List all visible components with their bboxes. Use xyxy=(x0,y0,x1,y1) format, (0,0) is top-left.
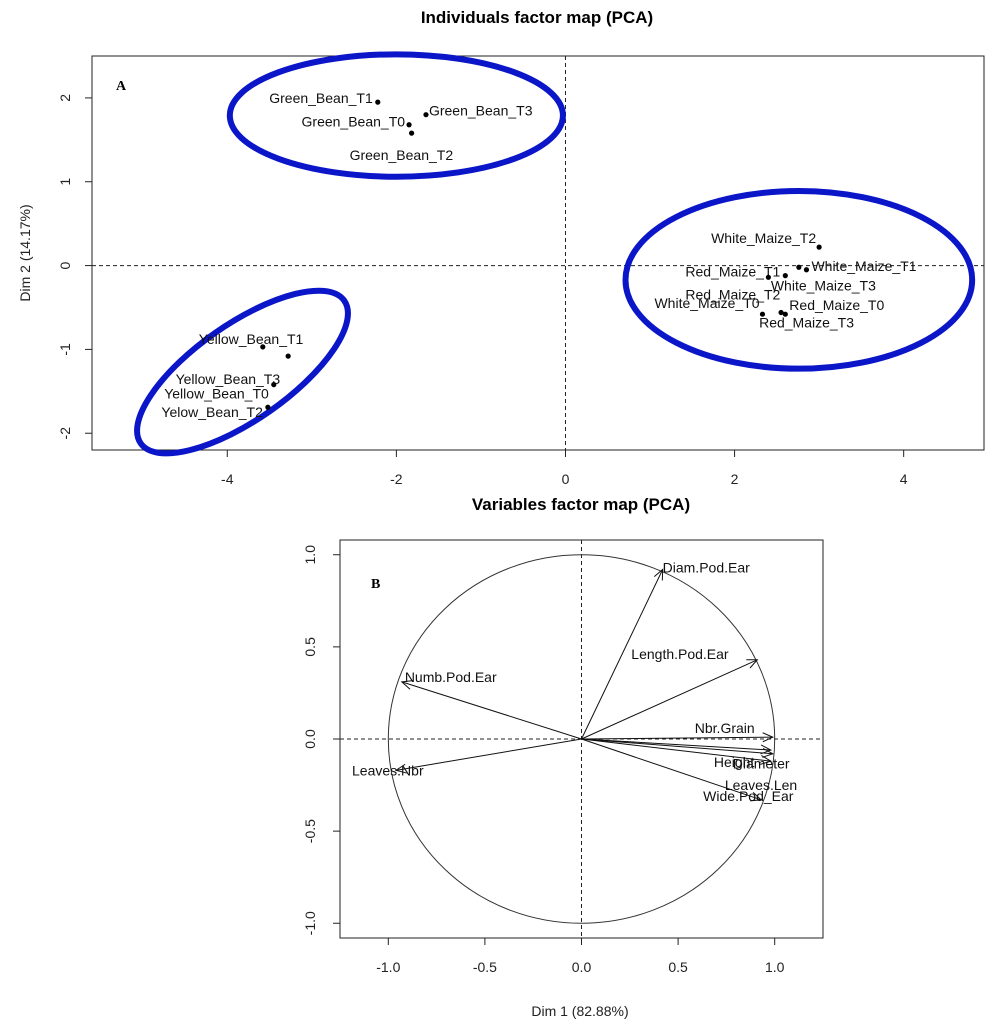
point-label: White_Maize_T3 xyxy=(771,277,876,293)
individuals-plot-frame xyxy=(91,55,985,451)
variable-label: Leaves.Len xyxy=(725,777,797,793)
arrow-head xyxy=(394,763,407,774)
variables-xlabel: Dim 1 (82.88%) xyxy=(531,1003,628,1019)
variable-label: Wide.Pod_Ear xyxy=(703,788,794,804)
y-tick-label: 0.0 xyxy=(302,729,318,749)
y-tick-label: -2 xyxy=(57,427,73,440)
y-tick-label: -1.0 xyxy=(302,911,318,935)
x-tick-label: -2 xyxy=(390,471,403,487)
variable-label: Diam.Pod.Ear xyxy=(663,559,750,575)
variable-arrow xyxy=(395,738,582,771)
x-tick-label: 4 xyxy=(900,471,908,487)
point-label: Red_Maize_T2 xyxy=(685,286,780,302)
panel-label-a: A xyxy=(116,79,127,94)
point-label: Green_Bean_T1 xyxy=(269,90,373,106)
y-tick-label: 0.5 xyxy=(302,637,318,657)
individuals-reference-lines xyxy=(92,56,984,450)
individual-points: Green_Bean_T1 Green_Bean_T0 Green_Bean_T3 G… xyxy=(161,90,916,420)
variable-label: Leaves.Nbr xyxy=(352,762,424,778)
variables-plot: Variables factor map (PCA) B -1.0 -0.5 0.0… xyxy=(302,495,824,1019)
x-tick-label: 0.5 xyxy=(668,959,688,975)
variable-arrow xyxy=(581,738,762,801)
variable-arrow xyxy=(581,738,771,762)
individual-point xyxy=(765,274,771,280)
arrow-head xyxy=(653,568,664,581)
x-tick-label: -4 xyxy=(221,471,234,487)
arrow-head xyxy=(746,659,759,669)
individual-point xyxy=(782,311,788,317)
variable-label: Nbr.Grain xyxy=(695,720,755,736)
point-label: Red_Maize_T3 xyxy=(759,315,854,331)
arrow-head xyxy=(762,732,774,743)
x-tick-label: -0.5 xyxy=(473,959,497,975)
y-tick-label: 1 xyxy=(57,178,73,186)
point-label: White_Maize_T1 xyxy=(811,258,916,274)
individuals-plot: Individuals factor map (PCA) A -4 -2 0 2 4 -2… xyxy=(17,8,985,487)
individual-point xyxy=(778,309,784,316)
variable-label: Numb.Pod.Ear xyxy=(405,669,497,685)
individual-point xyxy=(782,273,788,279)
variable-arrow xyxy=(581,659,758,740)
group-ellipse xyxy=(226,51,566,180)
variable-arrow xyxy=(401,681,582,740)
individual-point xyxy=(796,264,802,270)
individuals-ylabel: Dim 2 (14.17%) xyxy=(17,204,33,301)
x-tick-label: -1.0 xyxy=(376,959,400,975)
variables-axes: -1.0 -0.5 0.0 0.5 1.0 -1.0 -0.5 0.0 0.5 1.0 xyxy=(302,545,785,975)
individual-point xyxy=(271,382,277,388)
point-label: Yellow_Bean_T3 xyxy=(176,371,281,387)
variable-arrow xyxy=(581,569,664,740)
group-ellipses xyxy=(134,51,976,457)
x-tick-label: 0.0 xyxy=(572,959,592,975)
correlation-circle xyxy=(387,554,776,924)
point-label: Green_Bean_T2 xyxy=(350,147,454,163)
arrow-head xyxy=(750,791,763,802)
individual-point xyxy=(285,353,291,359)
point-label: Red_Maize_T1 xyxy=(685,264,780,280)
y-tick-label: 1.0 xyxy=(302,545,318,565)
individual-point xyxy=(759,311,766,317)
point-label: White_Maize_T0 xyxy=(654,295,759,311)
point-label: Red_Maize_T0 xyxy=(789,297,884,313)
arrow-head xyxy=(762,748,774,758)
variable-arrow xyxy=(581,738,773,755)
individual-point xyxy=(260,344,266,350)
individual-point xyxy=(816,244,822,250)
x-tick-label: 0 xyxy=(562,471,570,487)
y-tick-label: -1 xyxy=(57,343,73,356)
panel-label-b: B xyxy=(371,577,380,592)
individuals-axes: -4 -2 0 2 4 -2 -1 0 1 2 xyxy=(57,94,908,487)
point-label: Green_Bean_T0 xyxy=(302,114,406,130)
variable-label: Length.Pod.Ear xyxy=(631,646,729,662)
point-label: White_Maize_T2 xyxy=(711,230,816,246)
group-ellipse xyxy=(134,287,351,457)
variable-vectors: Diam.Pod.Ear Length.Pod.Ear Numb.Pod.Ear Nb… xyxy=(352,559,797,803)
point-label: Green_Bean_T3 xyxy=(429,103,533,119)
individual-point xyxy=(803,267,810,273)
y-tick-label: -0.5 xyxy=(302,819,318,843)
arrow-head xyxy=(760,755,773,765)
individual-point xyxy=(265,404,271,410)
y-tick-label: 0 xyxy=(57,261,73,269)
arrow-head xyxy=(400,680,413,690)
individuals-title: Individuals factor map (PCA) xyxy=(421,8,653,27)
individual-point xyxy=(408,130,415,136)
individual-point xyxy=(406,122,412,128)
point-label: Yellow_Bean_T0 xyxy=(164,386,269,402)
y-tick-label: 2 xyxy=(57,94,73,102)
individual-point xyxy=(375,99,381,105)
variable-arrow xyxy=(581,736,773,740)
point-label: Yelow_Bean_T2 xyxy=(161,404,263,420)
variables-title: Variables factor map (PCA) xyxy=(472,495,690,514)
group-ellipse xyxy=(622,187,976,372)
variable-arrow xyxy=(581,738,771,751)
x-tick-label: 1.0 xyxy=(765,959,785,975)
unit-circle xyxy=(387,554,776,924)
point-label: Yellow_Bean_T1 xyxy=(199,331,304,347)
x-tick-label: 2 xyxy=(731,471,739,487)
individual-point xyxy=(423,112,429,118)
